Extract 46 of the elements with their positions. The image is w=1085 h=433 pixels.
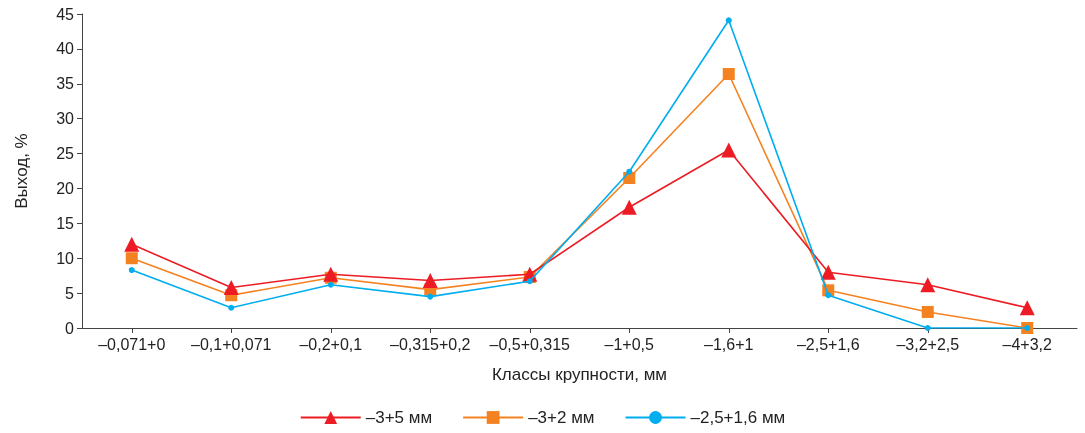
y-tick-label: 45 bbox=[56, 5, 75, 23]
y-tick-label: 25 bbox=[56, 145, 75, 163]
legend-label: –2,5+1,6 мм bbox=[690, 408, 786, 427]
x-tick-label: –0,1+0,071 bbox=[190, 335, 272, 353]
y-tick-label: 40 bbox=[56, 40, 75, 58]
point bbox=[125, 252, 138, 265]
point bbox=[721, 142, 737, 158]
y-tick-label: 10 bbox=[56, 249, 75, 267]
point bbox=[725, 17, 732, 24]
point bbox=[228, 304, 235, 311]
point bbox=[924, 325, 931, 331]
legend-label: –3+5 мм bbox=[365, 408, 433, 427]
point bbox=[223, 280, 239, 296]
point bbox=[327, 281, 334, 288]
point bbox=[621, 199, 637, 215]
x-axis-title: Классы крупности, мм bbox=[491, 365, 668, 384]
point bbox=[427, 293, 434, 300]
legend-label: –3+2 мм bbox=[528, 408, 595, 427]
point bbox=[124, 236, 140, 252]
y-tick-label: 15 bbox=[56, 214, 75, 232]
x-tick-label: –3,2+2,5 bbox=[896, 335, 960, 353]
x-tick-label: –4+3,2 bbox=[1002, 335, 1053, 353]
x-tick-label: –0,071+0 bbox=[98, 335, 166, 353]
point bbox=[722, 68, 735, 81]
x-tick-label: –1+0,5 bbox=[604, 335, 655, 353]
x-tick-label: –1,6+1 bbox=[704, 335, 754, 353]
y-tick-label: 35 bbox=[56, 75, 75, 93]
point bbox=[825, 292, 832, 299]
y-tick-label: 30 bbox=[56, 110, 75, 128]
point bbox=[128, 267, 135, 274]
point bbox=[820, 264, 836, 280]
y-tick-label: 20 bbox=[56, 179, 75, 197]
x-tick-label: –0,2+0,1 bbox=[299, 335, 363, 353]
x-tick-label: –0,5+0,315 bbox=[489, 335, 571, 353]
point bbox=[626, 168, 633, 175]
y-tick-label: 5 bbox=[65, 284, 75, 302]
y-tick-label: 0 bbox=[65, 319, 75, 337]
y-axis-title: Выход, % bbox=[12, 133, 31, 209]
point bbox=[323, 266, 339, 282]
point bbox=[921, 305, 934, 318]
point bbox=[1019, 300, 1035, 316]
point bbox=[920, 277, 936, 293]
point bbox=[526, 278, 533, 285]
x-tick-label: –2,5+1,6 bbox=[796, 335, 860, 353]
point bbox=[422, 273, 438, 289]
x-tick-label: –0,315+0,2 bbox=[389, 335, 471, 353]
